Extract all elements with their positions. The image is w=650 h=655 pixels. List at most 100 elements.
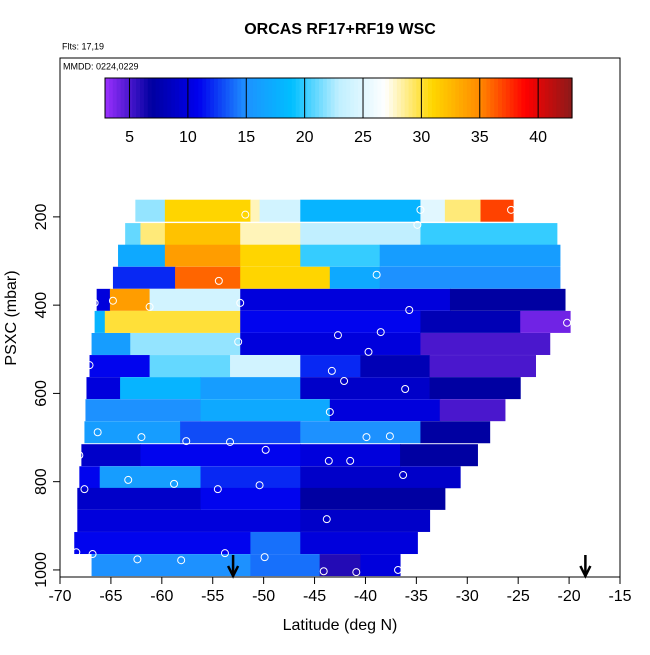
sample-point bbox=[234, 337, 243, 346]
heat-cell bbox=[420, 223, 558, 246]
subtitle: Flts: 17,19 bbox=[62, 41, 104, 51]
heat-cell bbox=[94, 310, 106, 333]
x-tick-label: -35 bbox=[405, 588, 428, 605]
colorbar-strip bbox=[151, 78, 157, 118]
x-tick-label: -15 bbox=[608, 588, 631, 605]
plot-frame bbox=[59, 57, 621, 578]
sample-point bbox=[507, 205, 516, 214]
sample-point bbox=[405, 305, 414, 314]
x-tick-label: -20 bbox=[558, 588, 581, 605]
y-axis-label: PSXC (mbar) bbox=[3, 270, 20, 365]
colorbar-strip bbox=[237, 78, 242, 118]
colorbar-strip bbox=[264, 78, 270, 118]
colorbar-strip bbox=[431, 78, 437, 118]
colorbar-strip bbox=[175, 78, 180, 118]
heat-cell bbox=[79, 466, 101, 489]
heat-cell bbox=[240, 310, 421, 333]
sample-point bbox=[385, 432, 394, 441]
colorbar-strip bbox=[420, 78, 425, 118]
colorbar-strip bbox=[443, 78, 449, 118]
colorbar-strip bbox=[525, 78, 530, 118]
heat-cell bbox=[329, 399, 441, 422]
colorbar-strip bbox=[478, 78, 484, 118]
heat-cell bbox=[400, 444, 478, 467]
colorbar-strip bbox=[486, 78, 491, 118]
colorbar-strip bbox=[451, 78, 456, 118]
colorbar-strip bbox=[276, 78, 281, 118]
colorbar-strip bbox=[568, 78, 573, 118]
colorbar-strip bbox=[256, 78, 262, 118]
heat-cell bbox=[300, 421, 421, 444]
heat-cell bbox=[135, 199, 166, 222]
x-tick-label: -55 bbox=[201, 588, 224, 605]
colorbar-strip bbox=[509, 78, 515, 118]
colorbar-strip bbox=[116, 78, 122, 118]
heat-cell bbox=[175, 266, 241, 289]
colorbar-tick-label: 30 bbox=[412, 129, 430, 146]
colorbar-strip bbox=[447, 78, 452, 118]
sample-point bbox=[319, 567, 328, 576]
colorbar-strip bbox=[108, 78, 114, 118]
heat-cell bbox=[89, 355, 151, 378]
colorbar-strip bbox=[435, 78, 441, 118]
colorbar-strip bbox=[163, 78, 168, 118]
sample-point bbox=[260, 553, 269, 562]
colorbar-strip bbox=[408, 78, 414, 118]
sample-point bbox=[394, 565, 403, 574]
colorbar-strip bbox=[132, 78, 137, 118]
colorbar-strip bbox=[326, 78, 332, 118]
sample-point bbox=[261, 445, 270, 454]
heat-cell bbox=[300, 487, 446, 510]
sample-point bbox=[399, 471, 408, 480]
heat-cell bbox=[300, 532, 418, 555]
colorbar-strip bbox=[501, 78, 507, 118]
colorbar-strip bbox=[194, 78, 199, 118]
sample-point bbox=[325, 407, 334, 416]
sample-point bbox=[416, 205, 425, 214]
colorbar-tick-label: 15 bbox=[237, 129, 255, 146]
sample-point bbox=[72, 548, 81, 557]
heat-cell bbox=[84, 421, 181, 444]
x-tick-label: -25 bbox=[507, 588, 530, 605]
heat-cell bbox=[200, 377, 301, 400]
colorbar-strip bbox=[490, 78, 495, 118]
colorbar-strip bbox=[556, 78, 561, 118]
heat-cell bbox=[439, 399, 506, 422]
colorbar-strip bbox=[140, 78, 145, 118]
heat-cell bbox=[164, 244, 241, 267]
colorbar-strip bbox=[357, 78, 363, 118]
sample-point bbox=[401, 384, 410, 393]
x-tick-label: -30 bbox=[456, 588, 479, 605]
heat-cell bbox=[250, 199, 261, 222]
heat-cell bbox=[81, 444, 141, 467]
colorbar-strip bbox=[346, 78, 351, 118]
colorbar-strip bbox=[268, 78, 273, 118]
sample-point bbox=[90, 298, 99, 307]
heat-cell bbox=[360, 355, 431, 378]
colorbar-strip bbox=[171, 78, 176, 118]
heat-cell bbox=[420, 421, 491, 444]
sample-point bbox=[220, 549, 229, 558]
heat-cell bbox=[86, 377, 121, 400]
colorbar-strip bbox=[147, 78, 153, 118]
heat-cell bbox=[164, 199, 251, 222]
heat-cell bbox=[520, 310, 571, 333]
x-tick-label: -65 bbox=[99, 588, 122, 605]
colorbar-strip bbox=[392, 78, 398, 118]
sample-point bbox=[333, 331, 342, 340]
colorbar-strip bbox=[373, 78, 379, 118]
heat-cell bbox=[240, 244, 301, 267]
colorbar-strip bbox=[338, 78, 343, 118]
colorbar-tick-label: 5 bbox=[125, 129, 134, 146]
colorbar-strip bbox=[412, 78, 417, 118]
colorbar-strip bbox=[143, 78, 149, 118]
heat-cell bbox=[360, 554, 401, 577]
heat-cell bbox=[104, 310, 241, 333]
heat-cell bbox=[164, 223, 241, 246]
colorbar-strip bbox=[354, 78, 359, 118]
heat-cell bbox=[149, 288, 241, 311]
sample-point bbox=[124, 475, 133, 484]
x-axis-label: Latitude (deg N) bbox=[283, 617, 398, 634]
sample-point bbox=[133, 555, 142, 564]
colorbar-strip bbox=[560, 78, 565, 118]
